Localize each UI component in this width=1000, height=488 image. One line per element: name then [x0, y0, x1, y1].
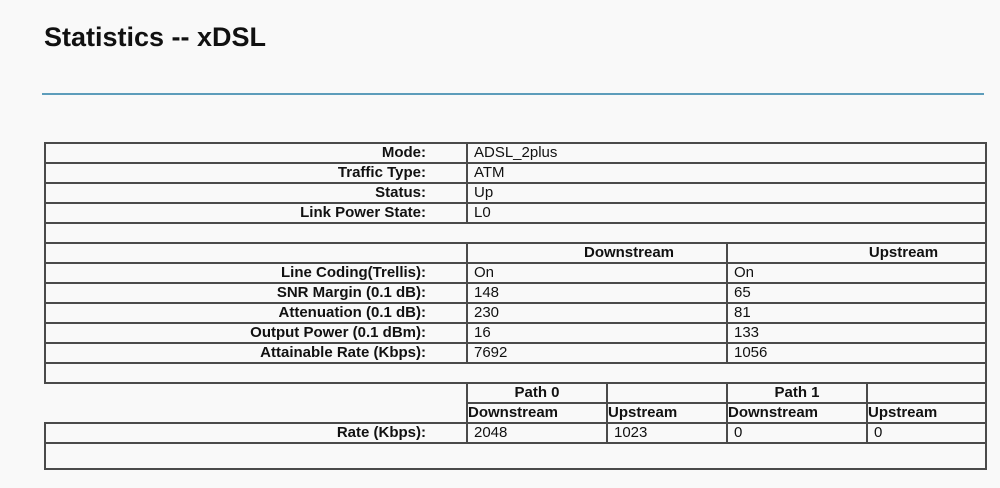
row-label: Line Coding(Trellis): [44, 262, 468, 284]
downstream-value: 230 [466, 302, 728, 324]
status-label: Status: [44, 182, 468, 204]
path0-upstream-rate: 1023 [606, 422, 728, 444]
link-power-state-label: Link Power State: [44, 202, 468, 224]
rate-row: Rate (Kbps): 2048 1023 0 0 [44, 422, 988, 444]
spacer-row [43, 362, 988, 384]
path1-downstream-header: Downstream [726, 402, 868, 424]
table-row: Attenuation (0.1 dB): 230 81 [44, 302, 988, 324]
upstream-value: On [725, 262, 988, 284]
status-row: Status: Up [44, 182, 988, 204]
rate-label: Rate (Kbps): [44, 422, 468, 444]
row-label: Attenuation (0.1 dB): [44, 302, 468, 324]
traffic-type-row: Traffic Type: ATM [44, 162, 988, 184]
mode-label: Mode: [44, 142, 468, 164]
line-stats-header-row: Downstream Upstream [44, 242, 988, 264]
row-label: SNR Margin (0.1 dB): [44, 282, 468, 304]
table-row: Attainable Rate (Kbps): 7692 1056 [44, 342, 988, 364]
upstream-value: 133 [725, 322, 988, 344]
upstream-value: 1056 [725, 342, 988, 364]
spacer-row [43, 222, 988, 244]
table-row: Output Power (0.1 dBm): 16 133 [44, 322, 988, 344]
downstream-header: Downstream [466, 242, 728, 264]
path1-upstream-header: Upstream [865, 402, 988, 424]
downstream-value: 7692 [466, 342, 728, 364]
mode-value: ADSL_2plus [465, 142, 988, 164]
row-label: Output Power (0.1 dBm): [44, 322, 468, 344]
link-power-state-value: L0 [465, 202, 988, 224]
upstream-value: 81 [725, 302, 988, 324]
link-power-state-row: Link Power State: L0 [44, 202, 988, 224]
path0-header: Path 0 [466, 382, 608, 404]
mode-row: Mode: ADSL_2plus [44, 142, 988, 164]
downstream-value: 16 [466, 322, 728, 344]
downstream-value: 148 [466, 282, 728, 304]
upstream-value: 65 [725, 282, 988, 304]
path-header-row: Path 0 Path 1 [45, 382, 988, 404]
path0-upstream-header: Upstream [606, 402, 728, 424]
downstream-value: On [466, 262, 728, 284]
path0-downstream-rate: 2048 [466, 422, 608, 444]
path1-header: Path 1 [726, 382, 868, 404]
xdsl-stats-table: Mode: ADSL_2plus Traffic Type: ATM Status:… [43, 142, 988, 470]
divider [42, 93, 984, 95]
traffic-type-label: Traffic Type: [44, 162, 468, 184]
spacer-row [43, 442, 988, 470]
traffic-type-value: ATM [465, 162, 988, 184]
row-label: Attainable Rate (Kbps): [44, 342, 468, 364]
path-subheader-row: Downstream Upstream Downstream Upstream [45, 402, 988, 424]
page-title: Statistics -- xDSL [44, 22, 267, 52]
path1-upstream-rate: 0 [865, 422, 988, 444]
path1-downstream-rate: 0 [726, 422, 868, 444]
upstream-header: Upstream [725, 242, 988, 264]
status-value: Up [465, 182, 988, 204]
table-row: SNR Margin (0.1 dB): 148 65 [44, 282, 988, 304]
table-row: Line Coding(Trellis): On On [44, 262, 988, 284]
path0-downstream-header: Downstream [466, 402, 608, 424]
